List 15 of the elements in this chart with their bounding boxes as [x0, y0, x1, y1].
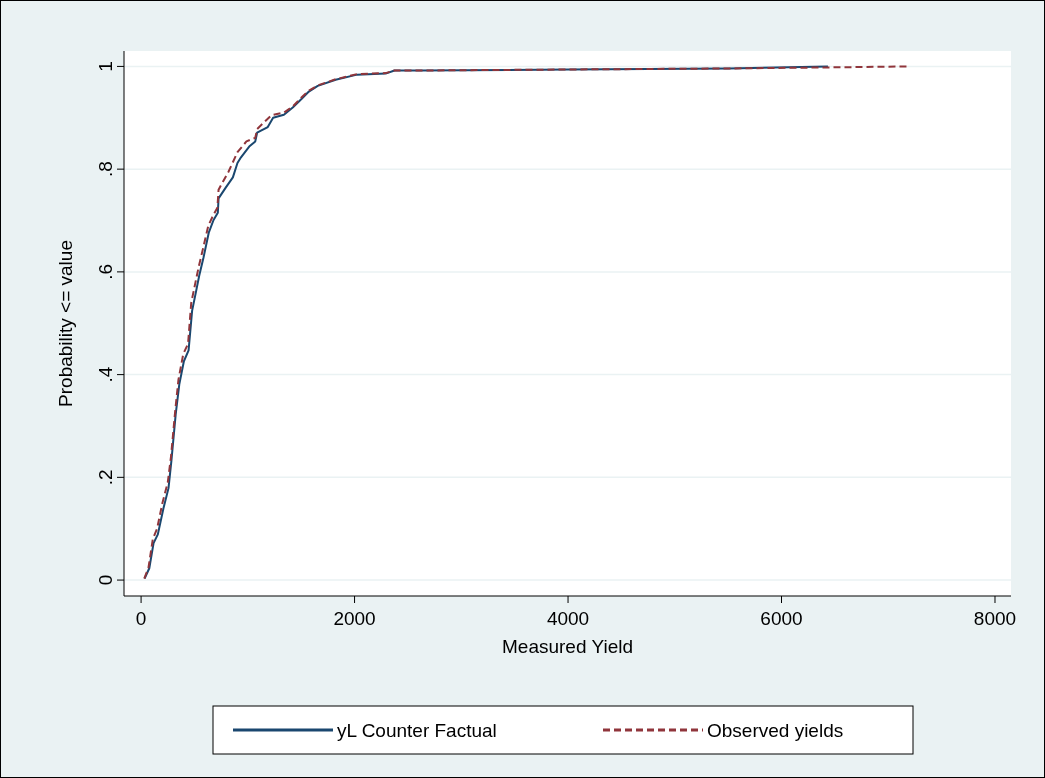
y-tick-label: 0 [95, 574, 116, 586]
x-tick-label: 0 [135, 608, 147, 629]
legend-label: yL Counter Factual [337, 720, 497, 741]
x-tick-label: 4000 [546, 608, 590, 629]
x-tick-label: 6000 [760, 608, 803, 629]
legend-label: Observed yields [707, 720, 844, 741]
x-tick-label: 8000 [973, 608, 1017, 629]
y-axis-title: Probability <= value [55, 240, 76, 407]
y-tick-label: .4 [95, 366, 116, 383]
y-tick-label: .2 [95, 469, 116, 486]
y-tick-label: 1 [95, 61, 116, 72]
x-axis-title: Measured Yield [502, 636, 633, 657]
y-tick-label: .6 [95, 263, 116, 280]
x-tick-label: 2000 [333, 608, 376, 629]
y-tick-label: .8 [95, 161, 116, 178]
